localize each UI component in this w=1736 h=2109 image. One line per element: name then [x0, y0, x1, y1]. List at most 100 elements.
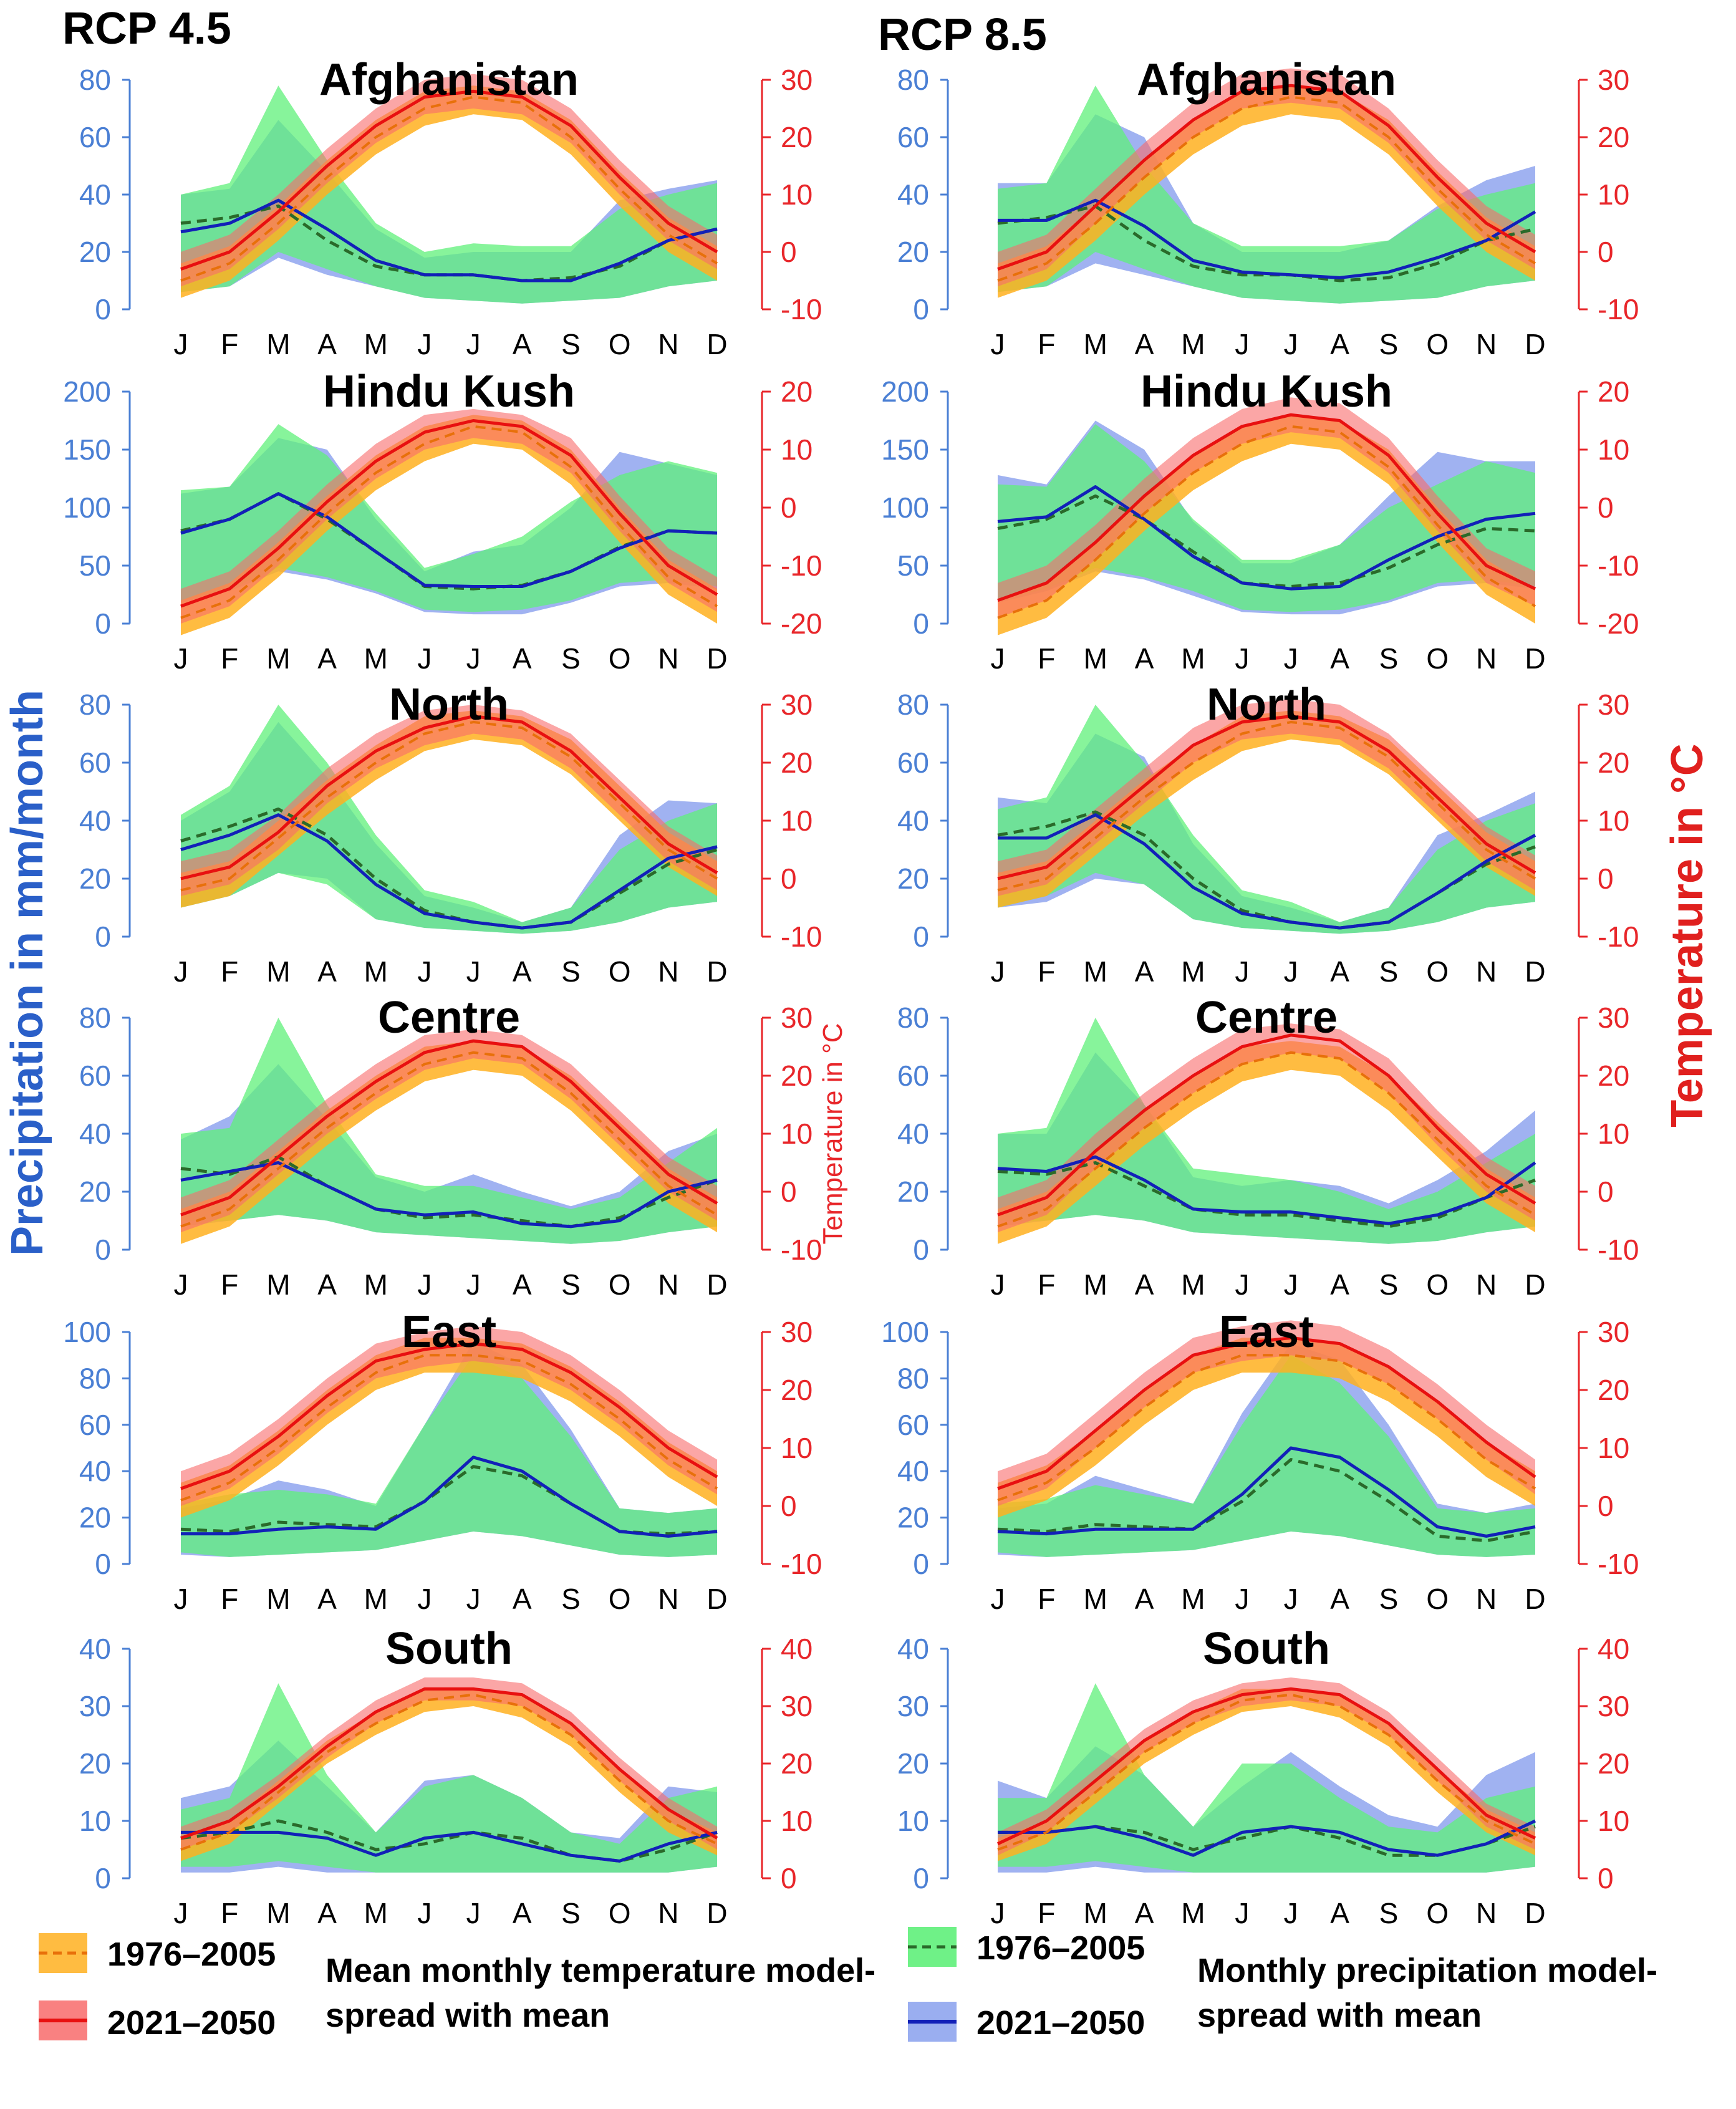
month-label: S — [1379, 642, 1399, 675]
month-label: J — [1235, 642, 1249, 675]
temp-tick-label: 30 — [1598, 64, 1629, 96]
month-label: A — [1135, 1583, 1154, 1615]
temp-future-band — [181, 1326, 717, 1506]
month-label: A — [1330, 328, 1349, 360]
temp-future-band — [181, 705, 717, 896]
panel-title: Centre — [1195, 993, 1338, 1043]
month-label: A — [1330, 955, 1349, 988]
precip-tick-label: 60 — [897, 1059, 929, 1092]
precip-future-mean-line — [180, 813, 718, 930]
month-label: J — [1235, 955, 1249, 988]
precip-historical-band — [181, 1018, 717, 1244]
month-label: M — [1181, 1583, 1205, 1615]
month-label: D — [706, 1583, 727, 1615]
precip-tick-label: 40 — [897, 178, 929, 211]
month-label: D — [706, 328, 727, 360]
month-label: M — [364, 1268, 388, 1301]
precip-historical-band — [181, 1683, 717, 1873]
month-label: A — [1330, 1583, 1349, 1615]
temp-historical-mean-line — [180, 95, 718, 282]
month-label: J — [417, 642, 432, 675]
month-label: D — [706, 642, 727, 675]
precip-tick-label: 0 — [95, 293, 111, 326]
precip-future-mean-line — [998, 813, 1536, 930]
precip-tick-label: 80 — [79, 64, 111, 96]
temp-future-band — [998, 1320, 1535, 1506]
month-label: J — [417, 1268, 432, 1301]
month-label: A — [317, 1897, 337, 1929]
precip-tick-label: 10 — [79, 1805, 111, 1837]
month-label: F — [1038, 642, 1055, 675]
temp-future-mean-line — [180, 1687, 718, 1840]
month-label: J — [1284, 955, 1298, 988]
temp-tick-label: 10 — [781, 178, 813, 211]
month-label: F — [1038, 1583, 1055, 1615]
month-label: J — [174, 1897, 188, 1929]
precip-tick-label: 40 — [79, 1455, 111, 1487]
month-label: F — [221, 328, 238, 360]
month-label: J — [466, 642, 481, 675]
month-label: J — [1284, 642, 1298, 675]
month-label: A — [317, 955, 337, 988]
temp-tick-label: 30 — [1598, 688, 1629, 721]
precip-historical-mean-line — [997, 1458, 1536, 1543]
month-label: M — [1084, 1268, 1107, 1301]
precip-tick-label: 0 — [95, 607, 111, 640]
precip-tick-label: 40 — [79, 1117, 111, 1150]
temp-future-band — [998, 68, 1535, 287]
temp-tick-label: 20 — [781, 1747, 813, 1780]
temp-future-mean-line — [997, 1033, 1536, 1217]
temp-tick-label: 30 — [781, 1690, 813, 1722]
temp-future-mean-line — [180, 715, 718, 881]
month-label: A — [513, 328, 532, 360]
temp-tick-label: 20 — [1598, 121, 1629, 153]
month-label: N — [1476, 1583, 1497, 1615]
precip-historical-band — [181, 1355, 717, 1557]
precip-tick-label: 0 — [913, 920, 929, 953]
temp-tick-label: 20 — [1598, 375, 1629, 408]
month-label: S — [561, 955, 581, 988]
month-label: M — [266, 1268, 290, 1301]
temp-tick-label: -10 — [781, 293, 822, 326]
month-label: M — [266, 955, 290, 988]
month-label: J — [1284, 1268, 1298, 1301]
month-label: M — [364, 1583, 388, 1615]
legend-temp-description-line2: spread with mean — [326, 1997, 610, 2034]
temp-tick-label: 10 — [1598, 1432, 1629, 1464]
temp-historical-mean-line — [180, 720, 718, 892]
month-label: N — [658, 1897, 678, 1929]
precip-historical-band — [998, 1683, 1535, 1873]
month-label: D — [1525, 1268, 1545, 1301]
precip-tick-label: 0 — [913, 607, 929, 640]
temp-tick-label: 20 — [1598, 1059, 1629, 1092]
month-label: A — [317, 642, 337, 675]
temp-tick-label: 30 — [1598, 1316, 1629, 1348]
panel-title: North — [389, 680, 509, 730]
temp-tick-label: -10 — [781, 1548, 822, 1580]
month-label: D — [706, 955, 727, 988]
month-label: J — [417, 1583, 432, 1615]
month-label: A — [1135, 1268, 1154, 1301]
month-label: A — [1135, 642, 1154, 675]
month-label: S — [561, 1897, 581, 1929]
temp-historical-mean-line — [997, 720, 1536, 892]
month-label: N — [1476, 1897, 1497, 1929]
precip-tick-label: 0 — [913, 1548, 929, 1580]
temp-future-band — [181, 1677, 717, 1850]
precip-tick-label: 20 — [79, 236, 111, 268]
month-label: N — [658, 642, 678, 675]
month-label: A — [513, 955, 532, 988]
month-label: M — [1181, 328, 1205, 360]
month-label: M — [364, 1897, 388, 1929]
precip-tick-label: 200 — [63, 375, 111, 408]
month-label: O — [1426, 328, 1449, 360]
temp-tick-label: -10 — [781, 920, 822, 953]
month-label: S — [1379, 328, 1399, 360]
month-label: M — [364, 955, 388, 988]
temp-future-mean-line — [180, 89, 718, 271]
month-label: J — [991, 1583, 1005, 1615]
precip-tick-label: 60 — [79, 1059, 111, 1092]
month-label: N — [658, 955, 678, 988]
